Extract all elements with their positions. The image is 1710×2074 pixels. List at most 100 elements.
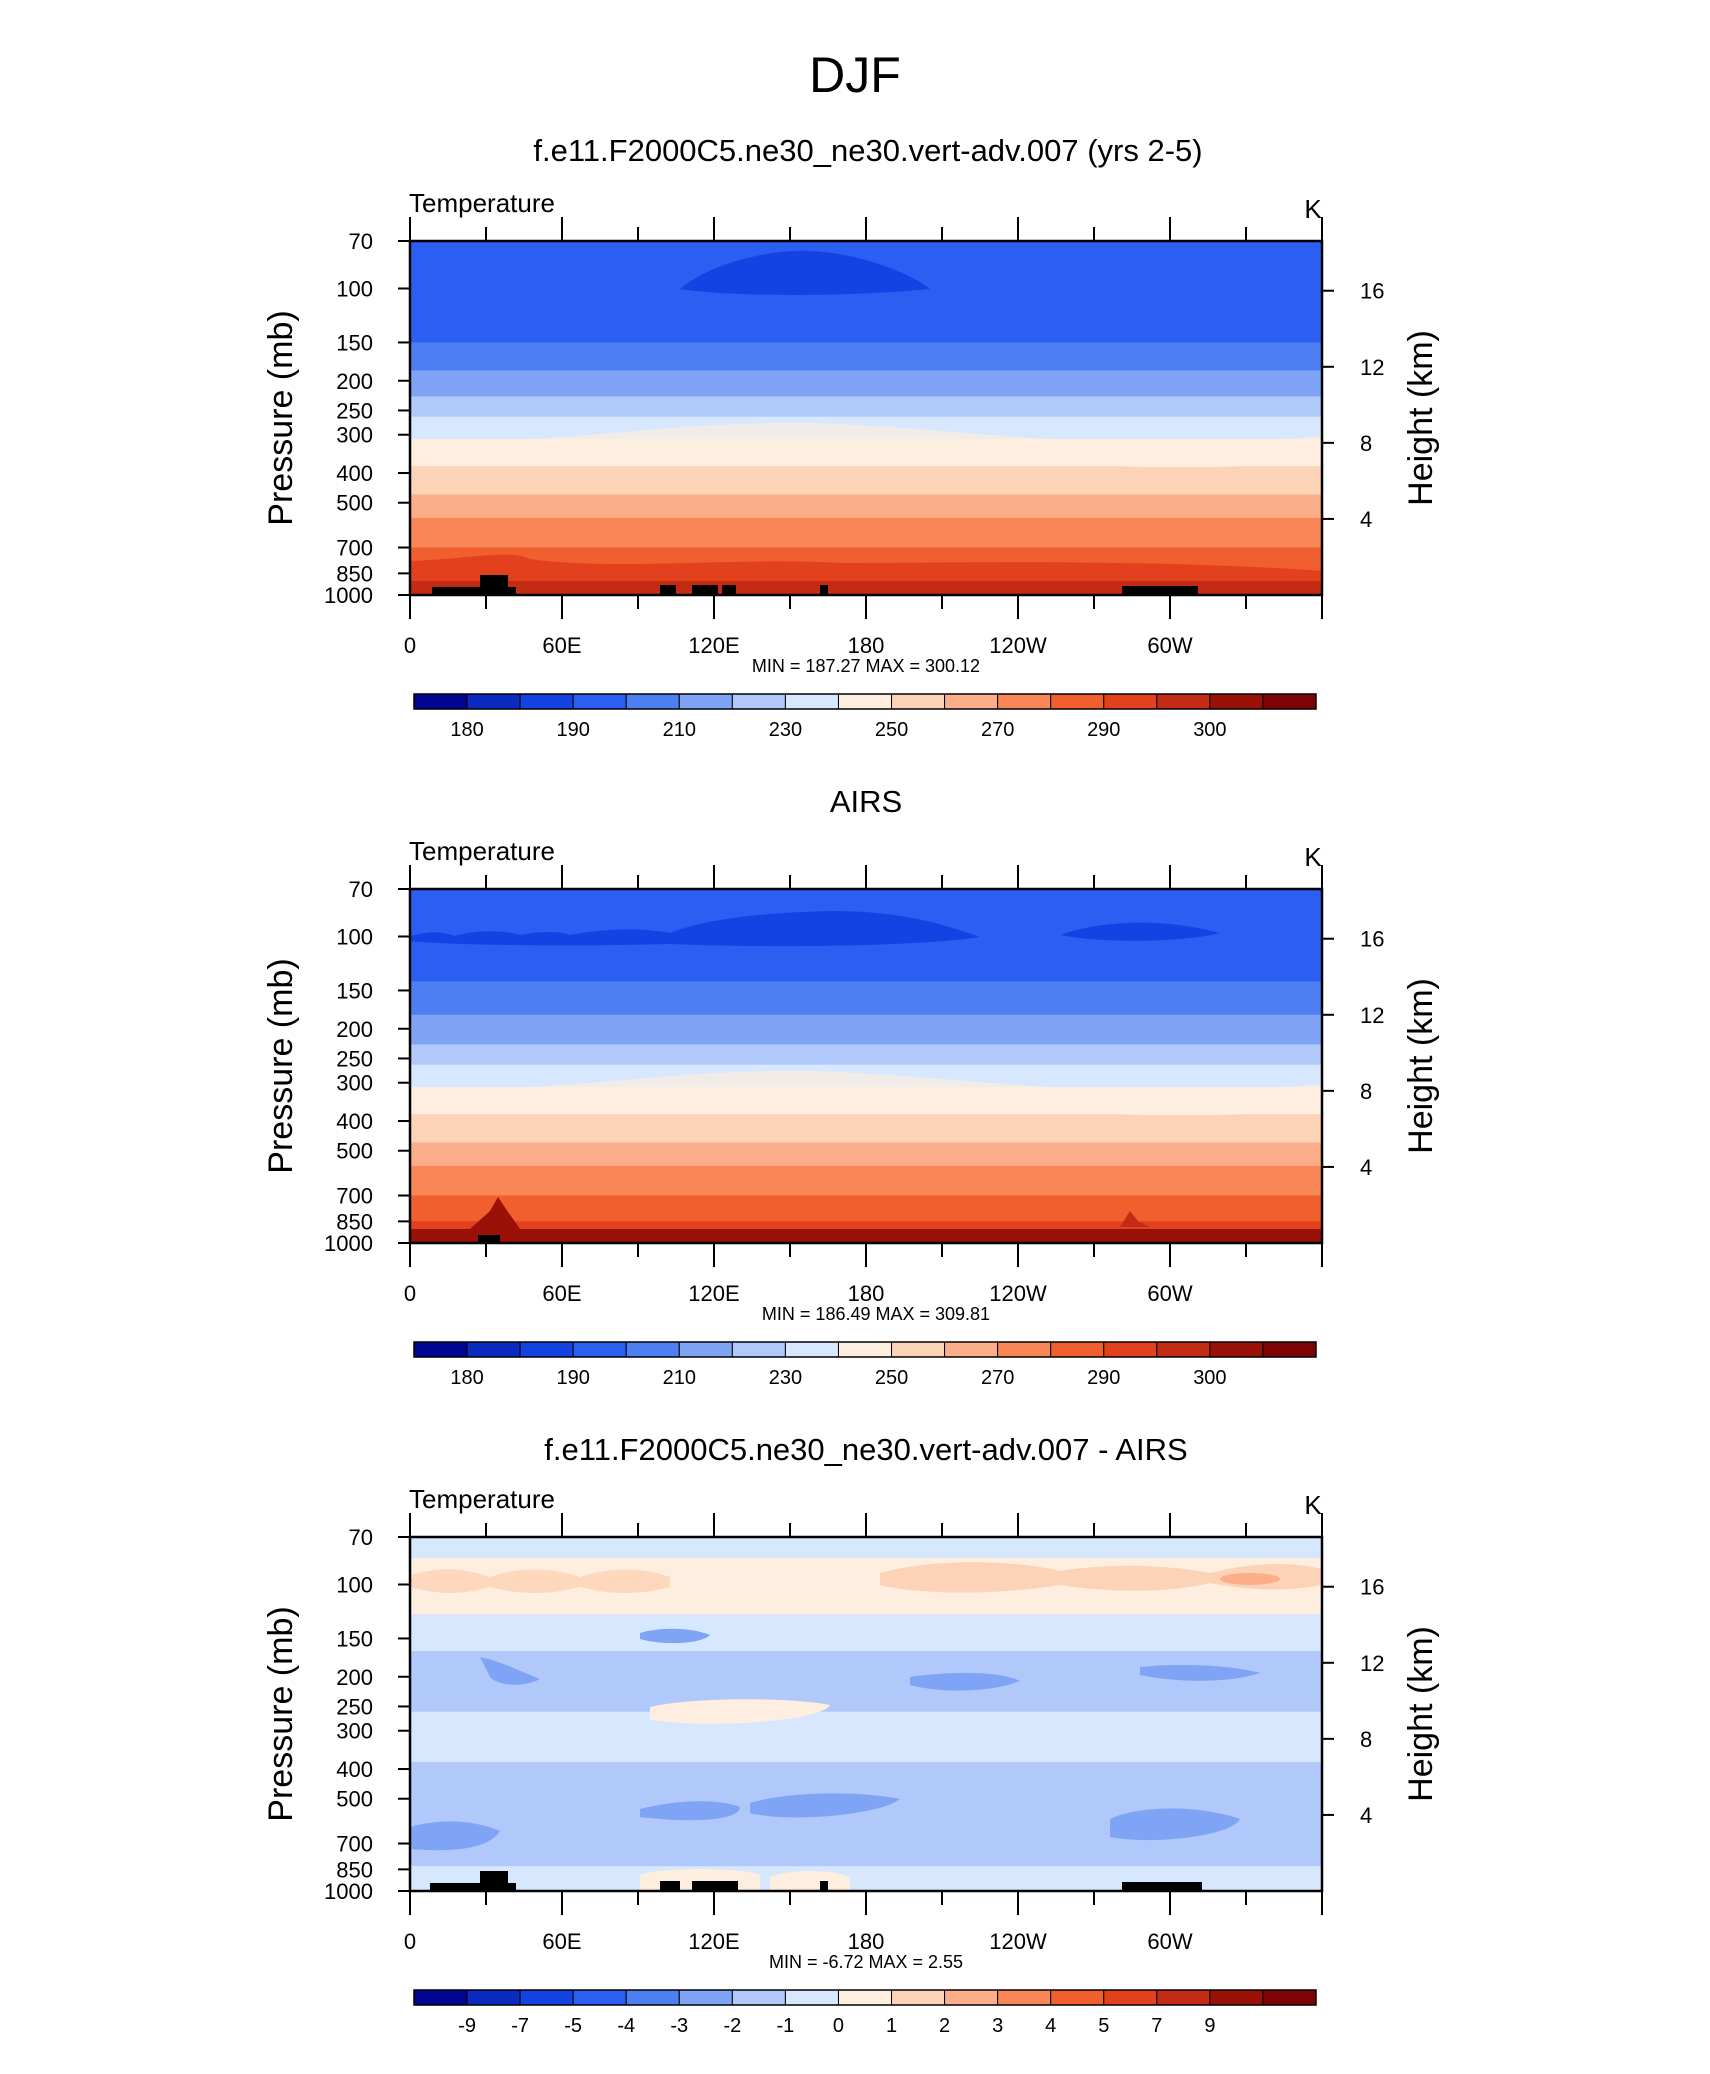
panel-3-y2-tick-label: 4 [1360, 1803, 1372, 1828]
panel-3-x-tick-label: 120W [989, 1929, 1047, 1954]
panel-1-colorbar-swatch [891, 693, 946, 710]
panel-1-y2-tick-label: 8 [1360, 431, 1372, 456]
panel-1-x-tick-label: 0 [404, 633, 416, 658]
panel-2-x-tick-label: 120E [688, 1281, 739, 1306]
panel-1-colorbar-label: 210 [663, 719, 696, 741]
panel-2-colorbar-frame [413, 1341, 1317, 1358]
panel-1-colorbar-swatch [837, 693, 893, 710]
panel-3-x-tick-label: 0 [404, 1929, 416, 1954]
panel-1-contour-band [410, 466, 1322, 496]
panel-3-colorbar-swatch [572, 1989, 627, 2006]
main-title: DJF [809, 47, 901, 103]
panel-1-y2-axis-label: Height (km) [1402, 330, 1440, 506]
panel-2-y-tick-label: 250 [336, 1046, 373, 1071]
panel-3-colorbar-label: -4 [617, 2015, 635, 2037]
panel-2-colorbar-label: 230 [769, 1367, 802, 1389]
panel-3-colorbar-swatch [731, 1989, 786, 2006]
panel-1-y-tick-label: 300 [336, 423, 373, 448]
panel-2-y2-tick-label: 12 [1360, 1003, 1384, 1028]
panel-2-x-tick-label: 120W [989, 1281, 1047, 1306]
panel-3-warm-patch [410, 1569, 670, 1593]
panel-2-colorbar-swatch [1156, 1341, 1211, 1358]
panel-3-colorbar-label: -3 [670, 2015, 688, 2037]
panel-2-contour-band [410, 1044, 1322, 1066]
panel-3-y-tick-label: 1000 [324, 1879, 373, 1904]
panel-2-contour-band [410, 1142, 1322, 1167]
panel-1-colorbar-swatch [625, 693, 680, 710]
panel-3-colorbar-label: 9 [1204, 2015, 1215, 2037]
panel-3-cold-patch [480, 1657, 540, 1685]
panel-1-x-tick-label: 120E [688, 633, 739, 658]
panel-3-contour-band [410, 1651, 1322, 1713]
panel-1-colorbar-swatch [1103, 693, 1158, 710]
panel-1-terrain-block [432, 587, 480, 595]
panel-2-colorbar-swatch [1209, 1341, 1264, 1358]
panel-1-y-axis-label: Pressure (mb) [262, 310, 300, 525]
panel-3-warm-core [1220, 1573, 1280, 1585]
panel-3-y-tick-label: 100 [336, 1572, 373, 1597]
panel-1-y-tick-label: 850 [336, 561, 373, 586]
panel-3-colorbar-label: -2 [723, 2015, 741, 2037]
panel-3-min-max: MIN = -6.72 MAX = 2.55 [769, 1952, 963, 1972]
panel-1-terrain-block [722, 585, 736, 595]
panel-1-colorbar-label: 300 [1193, 719, 1226, 741]
panel-2-y-axis-label: Pressure (mb) [262, 958, 300, 1173]
panel-3-title: f.e11.F2000C5.ne30_ne30.vert-adv.007 - A… [544, 1432, 1187, 1467]
panel-2-units-label: K [1304, 842, 1322, 872]
panel-3-colorbar-label: 7 [1151, 2015, 1162, 2037]
panel-2-colorbar-label: 180 [450, 1367, 483, 1389]
panel-2-colorbar-swatch [944, 1341, 999, 1358]
panel-1-colorbar-label: 290 [1087, 719, 1120, 741]
panel-1-colorbar-swatch [1156, 693, 1211, 710]
panel-3-y-tick-label: 70 [349, 1525, 373, 1550]
panel-1-x-tick-label: 60E [542, 633, 581, 658]
panel-2-contour-band [410, 981, 1322, 1016]
panel-2-colorbar-swatch [1262, 1341, 1317, 1358]
panel-1-x-tick-label: 180 [848, 633, 885, 658]
panel-3-warm-patch [880, 1562, 1322, 1593]
panel-1-colorbar-swatch [1262, 693, 1317, 710]
panel-3-cold-patch [410, 1821, 500, 1851]
panel-3-variable-label: Temperature [409, 1484, 555, 1514]
panel-1-colorbar-swatch [678, 693, 733, 710]
panel-1-y-tick-label: 500 [336, 491, 373, 516]
panel-3-colorbar-swatch [466, 1989, 521, 2006]
panel-1-colorbar-label: 180 [450, 719, 483, 741]
panel-2-y-tick-label: 100 [336, 924, 373, 949]
panel-3-colorbar-swatch [997, 1989, 1052, 2006]
panel-1-terrain-block [508, 587, 516, 595]
panel-3-cold-patch [640, 1628, 710, 1644]
panel-3-cold-patch [1110, 1808, 1240, 1841]
panel-3-colorbar-swatch [837, 1989, 893, 2006]
panel-1: f.e11.F2000C5.ne30_ne30.vert-adv.007 (yr… [262, 133, 1440, 741]
panel-2-contour-band [410, 1114, 1322, 1144]
panel-2-y2-tick-label: 16 [1360, 927, 1384, 952]
panel-1-cold-core [680, 250, 930, 295]
panel-3-colorbar-swatch [625, 1989, 680, 2006]
panel-3-colorbar-swatch [1209, 1989, 1264, 2006]
panel-3-colorbar-swatch [1103, 1989, 1158, 2006]
panel-1-terrain-block [480, 575, 508, 595]
panel-2-colorbar-swatch [572, 1341, 627, 1358]
panel-2-cold-core [410, 911, 980, 947]
panel-1-colorbar-swatch [519, 693, 574, 710]
panel-1-plot-area [410, 241, 1322, 595]
panel-3-y2-tick-label: 12 [1360, 1651, 1384, 1676]
panel-2-contour-band [410, 1014, 1322, 1046]
panel-3-x-tick-label: 180 [848, 1929, 885, 1954]
panel-3-colorbar-swatch [413, 1989, 468, 2006]
panel-1-deep-bumps [410, 554, 1322, 581]
panel-1-contour-band [410, 370, 1322, 398]
panel-2-y2-tick-label: 8 [1360, 1079, 1372, 1104]
panel-1-colorbar-swatch [413, 693, 468, 710]
panel-1-colorbar-swatch [1209, 693, 1264, 710]
panel-3-colorbar-swatch [519, 1989, 574, 2006]
panel-1-colorbar-swatch [731, 693, 786, 710]
panel-3-contour-band [410, 1614, 1322, 1652]
panel-2-colorbar-swatch [891, 1341, 946, 1358]
panel-1-colorbar-label: 230 [769, 719, 802, 741]
panel-1-units-label: K [1304, 194, 1322, 224]
panel-3-terrain-block [660, 1881, 680, 1891]
panel-1-contour-band [410, 342, 1322, 371]
